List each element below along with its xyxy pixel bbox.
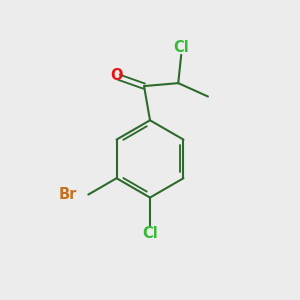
Text: Br: Br: [58, 187, 77, 202]
Text: O: O: [110, 68, 123, 83]
Text: Cl: Cl: [173, 40, 189, 55]
Text: Cl: Cl: [142, 226, 158, 241]
